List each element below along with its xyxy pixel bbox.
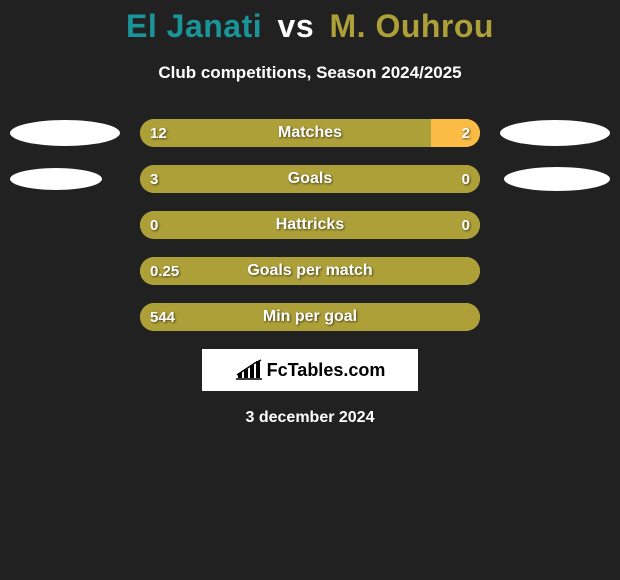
player2-disc <box>500 120 610 146</box>
stat-label: Goals per match <box>140 257 480 285</box>
stat-row: 30Goals <box>0 165 620 193</box>
brand-chart-icon <box>235 359 263 381</box>
player2-name: M. Ouhrou <box>330 8 494 44</box>
stat-label: Min per goal <box>140 303 480 331</box>
stat-bar: 544Min per goal <box>140 303 480 331</box>
stat-label: Hattricks <box>140 211 480 239</box>
stat-bar: 00Hattricks <box>140 211 480 239</box>
stat-label: Goals <box>140 165 480 193</box>
stat-bar: 122Matches <box>140 119 480 147</box>
stat-row: 00Hattricks <box>0 211 620 239</box>
stat-label: Matches <box>140 119 480 147</box>
player1-disc <box>10 168 102 190</box>
stat-rows: 122Matches 30Goals 00Hattricks 0.25Goals pe… <box>0 119 620 331</box>
brand-text: FcTables.com <box>267 360 386 381</box>
subtitle: Club competitions, Season 2024/2025 <box>0 63 620 83</box>
stat-bar: 30Goals <box>140 165 480 193</box>
stat-row: 544Min per goal <box>0 303 620 331</box>
title: El Janati vs M. Ouhrou <box>0 8 620 45</box>
player1-name: El Janati <box>126 8 262 44</box>
vs-text: vs <box>278 8 315 44</box>
stat-bar: 0.25Goals per match <box>140 257 480 285</box>
comparison-card: El Janati vs M. Ouhrou Club competitions… <box>0 0 620 427</box>
stat-row: 122Matches <box>0 119 620 147</box>
brand-badge: FcTables.com <box>202 349 418 391</box>
stat-row: 0.25Goals per match <box>0 257 620 285</box>
date-text: 3 december 2024 <box>0 409 620 427</box>
player2-disc <box>504 167 610 191</box>
player1-disc <box>10 120 120 146</box>
